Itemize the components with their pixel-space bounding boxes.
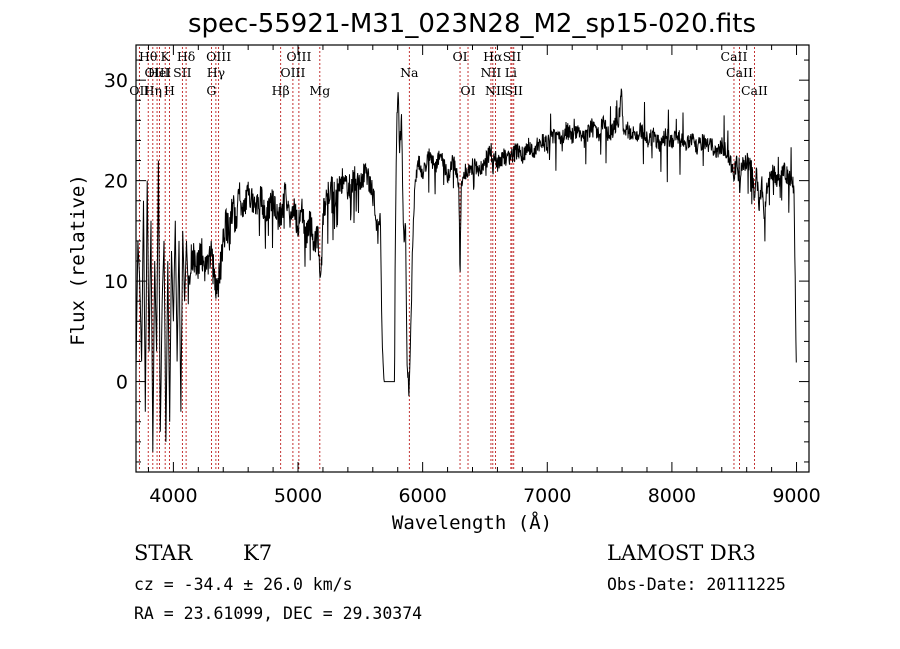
x-tick-label: 6000 bbox=[398, 485, 446, 507]
x-tick-label: 8000 bbox=[648, 485, 696, 507]
spectral-line-label: NII bbox=[481, 65, 502, 80]
spectral-line-label: OIII bbox=[206, 49, 231, 64]
coordinates-text: RA = 23.61099, DEC = 29.30374 bbox=[134, 604, 422, 623]
y-axis-label: Flux (relative) bbox=[67, 174, 89, 346]
spectral-line-label: Hδ bbox=[177, 49, 195, 64]
y-tick-label: 0 bbox=[116, 372, 128, 394]
spectral-line-label: OIII bbox=[145, 65, 170, 80]
chart-title: spec-55921-M31_023N28_M2_sp15-020.fits bbox=[188, 9, 756, 39]
spectral-line-label: OI bbox=[460, 83, 475, 98]
spectral-line-label: OI bbox=[452, 49, 467, 64]
x-tick-label: 5000 bbox=[274, 485, 322, 507]
spectral-line-label: SII bbox=[505, 83, 524, 98]
spectral-line-label: K bbox=[160, 49, 170, 64]
y-axis-ticks: 0 10 20 30 bbox=[104, 59, 809, 463]
spectral-line-label: Hγ bbox=[207, 65, 225, 80]
x-axis-label: Wavelength (Å) bbox=[392, 511, 552, 534]
y-tick-label: 20 bbox=[104, 171, 128, 193]
x-tick-label: 7000 bbox=[523, 485, 571, 507]
spectral-line-label: CaII bbox=[726, 65, 753, 80]
spectral-line-label: OII bbox=[129, 83, 149, 98]
x-axis-ticks: 4000 5000 6000 7000 8000 9000 bbox=[147, 45, 821, 507]
obs-date: Obs-Date: 20111225 bbox=[607, 575, 786, 594]
spectral-line-label: CaII bbox=[721, 49, 748, 64]
spectral-line-label: Li bbox=[505, 65, 517, 80]
spectral-line-label: Hβ bbox=[272, 83, 290, 98]
spectral-line-label: HeI bbox=[148, 65, 171, 80]
spectral-line-label: SII bbox=[173, 65, 192, 80]
object-type: STAR bbox=[134, 541, 193, 565]
spectral-line-label: OIII bbox=[286, 49, 311, 64]
spectral-line-label: Na bbox=[400, 65, 419, 80]
spectrum-series-line bbox=[135, 88, 797, 452]
spectral-line-label: OIII bbox=[280, 65, 305, 80]
spectral-line-label: H bbox=[164, 83, 175, 98]
spectral-line-label: CaII bbox=[741, 83, 768, 98]
y-tick-label: 10 bbox=[104, 271, 128, 293]
spectral-line-label: SII bbox=[503, 49, 522, 64]
x-tick-label: 9000 bbox=[772, 485, 820, 507]
spectral-line-label: Hθ bbox=[139, 49, 157, 64]
redshift-text: cz = -34.4 ± 26.0 km/s bbox=[134, 575, 353, 594]
plot-frame bbox=[135, 44, 810, 473]
y-tick-label: 30 bbox=[104, 70, 128, 92]
spectral-line-label: Hη bbox=[144, 83, 162, 98]
spectral-line-label: NII bbox=[485, 83, 506, 98]
survey-name: LAMOST DR3 bbox=[607, 541, 756, 565]
x-tick-label: 4000 bbox=[149, 485, 197, 507]
spectral-line-label: Hα bbox=[483, 49, 503, 64]
spectral-line-label: Mg bbox=[309, 83, 330, 98]
spectral-line-label: G bbox=[206, 83, 216, 98]
spectral-line-labels: OIIHθHηOIIIHeIKHSIIHδGHγOIIIHβOIIIOIIIMg… bbox=[129, 49, 768, 98]
spectral-line-markers bbox=[138, 47, 755, 471]
spectral-subclass: K7 bbox=[243, 541, 272, 565]
